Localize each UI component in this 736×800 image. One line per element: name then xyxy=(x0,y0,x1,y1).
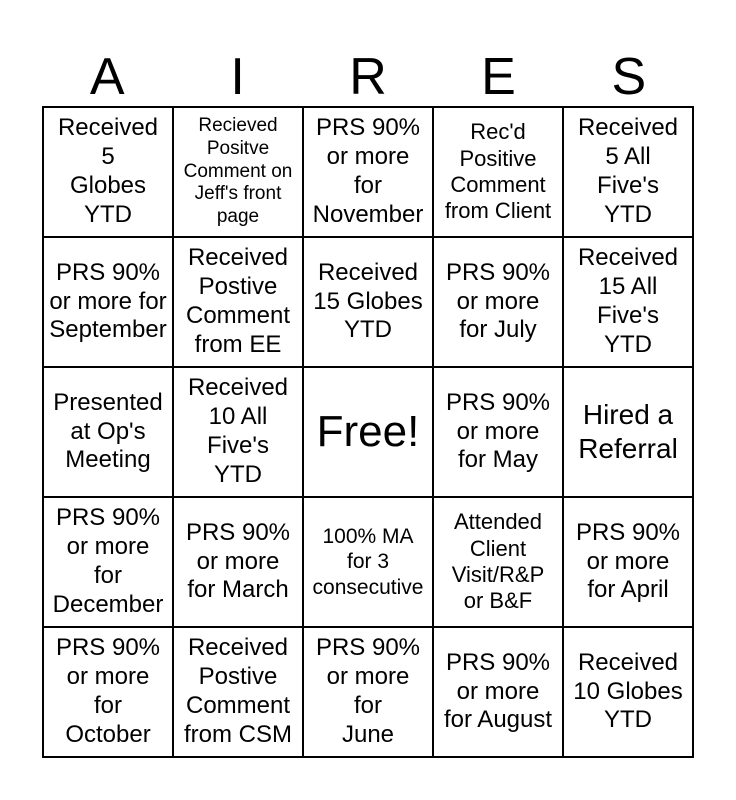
bingo-cell-r2c1[interactable]: PRS 90% or more for September xyxy=(43,237,173,367)
bingo-cell-r1c1[interactable]: Received 5 Globes YTD xyxy=(43,107,173,237)
bingo-cell-r1c4[interactable]: Rec'd Positive Comment from Client xyxy=(433,107,563,237)
bingo-cell-r2c4[interactable]: PRS 90% or more for July xyxy=(433,237,563,367)
header-letter-r: R xyxy=(349,48,387,106)
bingo-cell-r3c4[interactable]: PRS 90% or more for May xyxy=(433,367,563,497)
bingo-cell-r4c3[interactable]: 100% MA for 3 consecutive xyxy=(303,497,433,627)
bingo-cell-r3c1[interactable]: Presented at Op's Meeting xyxy=(43,367,173,497)
bingo-cell-r2c2[interactable]: Received Postive Comment from EE xyxy=(173,237,303,367)
bingo-cell-r4c1[interactable]: PRS 90% or more for December xyxy=(43,497,173,627)
bingo-cell-r1c3[interactable]: PRS 90% or more for November xyxy=(303,107,433,237)
bingo-cell-r5c1[interactable]: PRS 90% or more for October xyxy=(43,627,173,757)
bingo-cell-r2c3[interactable]: Received 15 Globes YTD xyxy=(303,237,433,367)
bingo-header: A I R E S xyxy=(42,0,694,107)
header-letter-i: I xyxy=(230,48,245,106)
bingo-cell-r5c5[interactable]: Received 10 Globes YTD xyxy=(563,627,693,757)
bingo-cell-r3c2[interactable]: Received 10 All Five's YTD xyxy=(173,367,303,497)
free-cell[interactable]: Free! xyxy=(303,367,433,497)
bingo-cell-r4c5[interactable]: PRS 90% or more for April xyxy=(563,497,693,627)
header-letter-s: S xyxy=(611,48,647,106)
bingo-cell-r5c4[interactable]: PRS 90% or more for August xyxy=(433,627,563,757)
bingo-grid: Received 5 Globes YTD Recieved Positve C… xyxy=(42,106,694,758)
bingo-cell-r5c3[interactable]: PRS 90% or more for June xyxy=(303,627,433,757)
bingo-cell-r1c2[interactable]: Recieved Positve Comment on Jeff's front… xyxy=(173,107,303,237)
header-letter-e: E xyxy=(481,48,516,106)
bingo-cell-r1c5[interactable]: Received 5 All Five's YTD xyxy=(563,107,693,237)
bingo-cell-r4c4[interactable]: Attended Client Visit/R&P or B&F xyxy=(433,497,563,627)
bingo-cell-r2c5[interactable]: Received 15 All Five's YTD xyxy=(563,237,693,367)
header-letter-a: A xyxy=(89,48,125,106)
bingo-cell-r3c5[interactable]: Hired a Referral xyxy=(563,367,693,497)
bingo-cell-r4c2[interactable]: PRS 90% or more for March xyxy=(173,497,303,627)
bingo-cell-r5c2[interactable]: Received Postive Comment from CSM xyxy=(173,627,303,757)
